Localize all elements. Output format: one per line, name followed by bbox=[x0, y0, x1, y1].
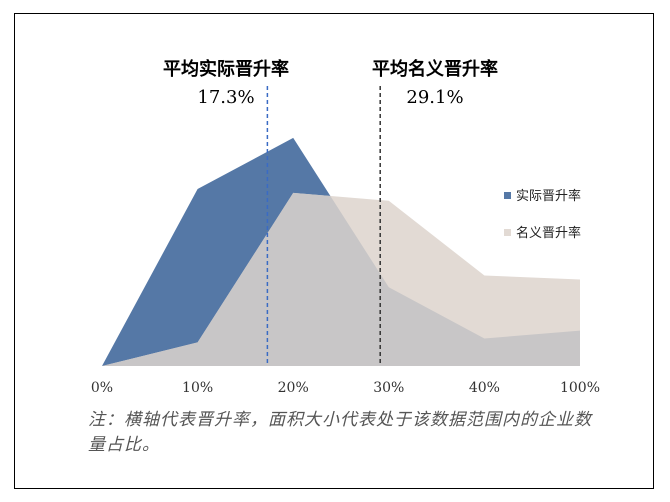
x-tick-label: 20% bbox=[278, 380, 309, 396]
average-value: 17.3% bbox=[197, 87, 254, 108]
average-label: 平均名义晋升率 bbox=[372, 58, 498, 80]
average-annotations: 平均实际晋升率 17.3% 平均名义晋升率 29.1% bbox=[163, 58, 498, 108]
x-tick-label: 40% bbox=[469, 380, 500, 396]
x-tick-label: 10% bbox=[182, 380, 213, 396]
legend-label: 名义晋升率 bbox=[516, 225, 581, 241]
chart-note: 注：横轴代表晋升率，面积大小代表处于该数据范围内的企业数量占比。 bbox=[88, 410, 592, 455]
x-axis-ticks: 0% 10% 20% 30% 40% 100% bbox=[91, 380, 600, 396]
legend-swatch bbox=[504, 229, 511, 236]
chart-areas bbox=[102, 137, 580, 366]
legend-swatch bbox=[504, 192, 511, 199]
x-tick-label: 0% bbox=[91, 380, 113, 396]
legend-label: 实际晋升率 bbox=[516, 188, 581, 204]
average-lines bbox=[266, 86, 381, 366]
x-tick-label: 100% bbox=[560, 380, 600, 396]
average-value: 29.1% bbox=[406, 87, 463, 108]
x-tick-label: 30% bbox=[373, 380, 404, 396]
average-label: 平均实际晋升率 bbox=[163, 58, 289, 80]
